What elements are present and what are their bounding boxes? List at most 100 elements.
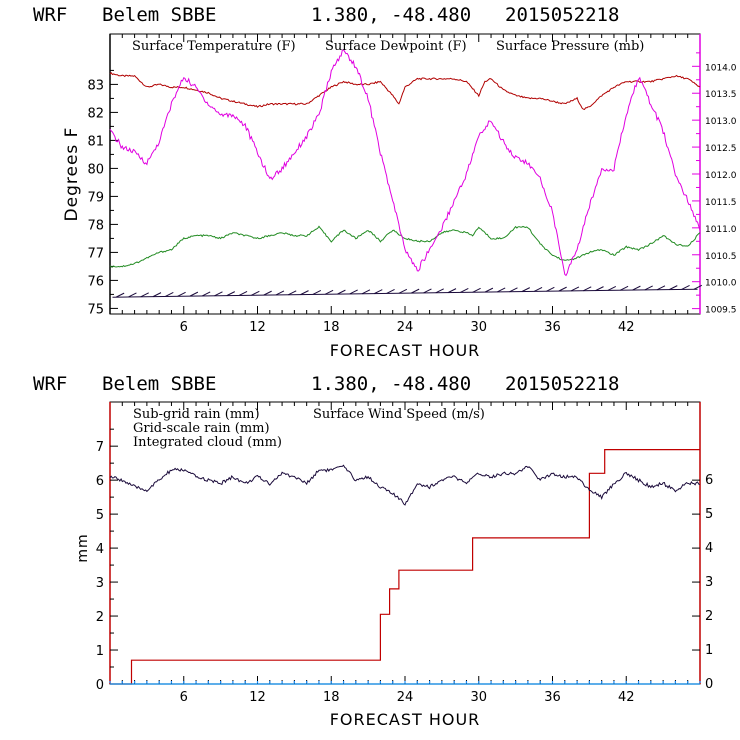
- y-tick-label: 2: [96, 610, 104, 625]
- series-line-surface-pressure-mb: [109, 49, 701, 277]
- wind-barb: [238, 291, 248, 296]
- wind-barb: [251, 290, 260, 296]
- panel1-ticks: [110, 34, 700, 314]
- y-tick-label: 81: [87, 134, 104, 149]
- x-tick-label: 36: [544, 320, 561, 335]
- y2-tick-label: 1013.0: [705, 117, 737, 127]
- y-tick-label: 80: [87, 162, 104, 177]
- panel2-x-axis-label: FORECAST HOUR: [330, 710, 481, 729]
- wind-barb: [435, 288, 444, 294]
- wind-barb: [115, 292, 125, 298]
- x-tick-label: 30: [470, 320, 487, 335]
- y-tick-label: 83: [87, 78, 104, 93]
- panel2-y-axis-label: mm: [75, 533, 91, 562]
- y2-tick-label: 3: [705, 575, 713, 590]
- wind-barb-baseline: [112, 288, 698, 298]
- wind-barb: [361, 289, 371, 295]
- y-tick-label: 78: [87, 218, 104, 233]
- wind-barb: [324, 289, 334, 295]
- y2-tick-label: 1014.0: [705, 63, 737, 73]
- x-tick-label: 36: [544, 690, 561, 705]
- wind-barb: [398, 288, 408, 294]
- y2-tick-label: 1010.5: [705, 252, 737, 262]
- y2-tick-label: 1011.5: [705, 198, 737, 208]
- x-tick-label: 6: [180, 320, 188, 335]
- x-tick-label: 30: [470, 690, 487, 705]
- wind-barb: [140, 292, 149, 298]
- legend-integrated-cloud: Integrated cloud (mm): [133, 435, 282, 450]
- panel1-y-tick-labels: 75 76 77 78 79 80 81 82 83: [87, 78, 104, 317]
- panel2-title-model: WRF: [33, 373, 67, 395]
- legend-surface-temperature: Surface Temperature (F): [132, 39, 296, 54]
- panel1-y2-tick-labels: 1009.5 1010.0 1010.5 1011.0 1011.5 1012.0 1012…: [705, 63, 737, 315]
- legend-surface-pressure: Surface Pressure (mb): [496, 39, 644, 54]
- wind-barb: [312, 290, 322, 295]
- wind-barb: [472, 287, 481, 293]
- y-tick-label: 6: [96, 474, 104, 489]
- wind-barb: [177, 291, 186, 297]
- y-tick-label: 76: [87, 274, 104, 289]
- wind-barb: [681, 285, 690, 290]
- wind-barb: [386, 289, 395, 294]
- x-tick-label: 42: [618, 690, 635, 705]
- legend-surface-wind-speed: Surface Wind Speed (m/s): [313, 407, 485, 422]
- panel2-series: [109, 449, 701, 685]
- wind-barb: [374, 289, 383, 295]
- y-tick-label: 3: [96, 576, 104, 591]
- wind-barb: [595, 286, 604, 292]
- series-line-surface-dewpoint-f: [109, 225, 701, 268]
- panel2-y2-tick-labels: 0 1 2 3 4 5 6: [705, 473, 713, 692]
- y-tick-label: 0: [96, 678, 104, 693]
- y2-tick-label: 1013.5: [705, 90, 737, 100]
- panel2-title-station: Belem SBBE: [102, 373, 216, 395]
- x-tick-label: 12: [249, 690, 266, 705]
- x-tick-label: 18: [323, 690, 340, 705]
- wind-barb: [275, 290, 285, 296]
- y2-tick-label: 1012.5: [705, 144, 737, 154]
- wind-barb: [165, 292, 174, 297]
- panel1-title-model: WRF: [33, 4, 67, 26]
- legend-gridscale-rain: Grid-scale rain (mm): [133, 421, 270, 436]
- wind-barb: [410, 288, 420, 294]
- y2-tick-label: 1012.0: [705, 171, 737, 181]
- wind-barb: [226, 291, 235, 297]
- panel1-title-coords: 1.380, -48.480: [311, 4, 471, 26]
- wind-barb: [619, 285, 629, 291]
- y-tick-label: 5: [96, 508, 104, 523]
- x-tick-label: 12: [249, 320, 266, 335]
- x-tick-label: 18: [323, 320, 340, 335]
- y-tick-label: 79: [87, 190, 104, 205]
- panel1-wind-barbs: [112, 284, 703, 298]
- panel1-x-axis-label: FORECAST HOUR: [330, 341, 481, 360]
- wind-barb: [423, 288, 432, 294]
- legend-subgrid-rain: Sub-grid rain (mm): [133, 407, 260, 422]
- x-tick-label: 24: [397, 320, 414, 335]
- wind-barb: [189, 291, 199, 297]
- wind-barb: [349, 289, 358, 295]
- y2-tick-label: 1010.0: [705, 279, 737, 289]
- y2-tick-label: 0: [705, 677, 713, 692]
- wind-barb: [583, 286, 592, 292]
- panel1-series: [109, 49, 701, 277]
- wind-barb: [152, 292, 162, 298]
- wind-barb: [128, 292, 137, 298]
- wind-barb: [570, 286, 580, 292]
- wind-barb: [214, 291, 223, 297]
- wind-barb: [263, 290, 272, 296]
- y2-tick-label: 1011.0: [705, 225, 737, 235]
- wind-barb: [509, 287, 518, 293]
- panel2-x-tick-labels: 6 12 18 24 30 36 42: [180, 690, 635, 705]
- y-tick-label: 77: [87, 246, 104, 261]
- wind-barb: [558, 286, 567, 292]
- wind-barb: [300, 290, 309, 296]
- wind-barb: [546, 286, 555, 292]
- wind-barb: [460, 288, 469, 293]
- panel1-title-run: 2015052218: [505, 4, 619, 26]
- panel2-title-run: 2015052218: [505, 373, 619, 395]
- y-tick-label: 82: [87, 106, 104, 121]
- y2-tick-label: 4: [705, 541, 713, 556]
- panel1-x-tick-labels: 6 12 18 24 30 36 42: [180, 320, 635, 335]
- legend-surface-dewpoint: Surface Dewpoint (F): [325, 39, 467, 54]
- wind-barb: [693, 284, 703, 290]
